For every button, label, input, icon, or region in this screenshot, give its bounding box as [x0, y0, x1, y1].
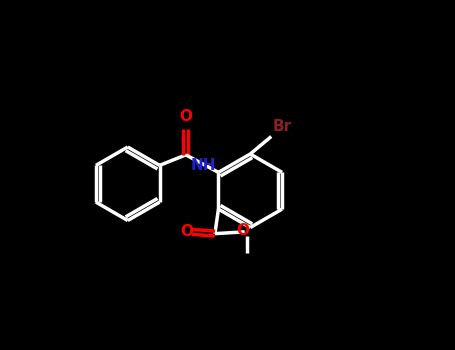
- Text: Br: Br: [273, 119, 292, 134]
- Text: O: O: [237, 223, 249, 238]
- Text: O: O: [181, 224, 193, 239]
- Text: O: O: [179, 110, 192, 125]
- Text: NH: NH: [191, 158, 217, 173]
